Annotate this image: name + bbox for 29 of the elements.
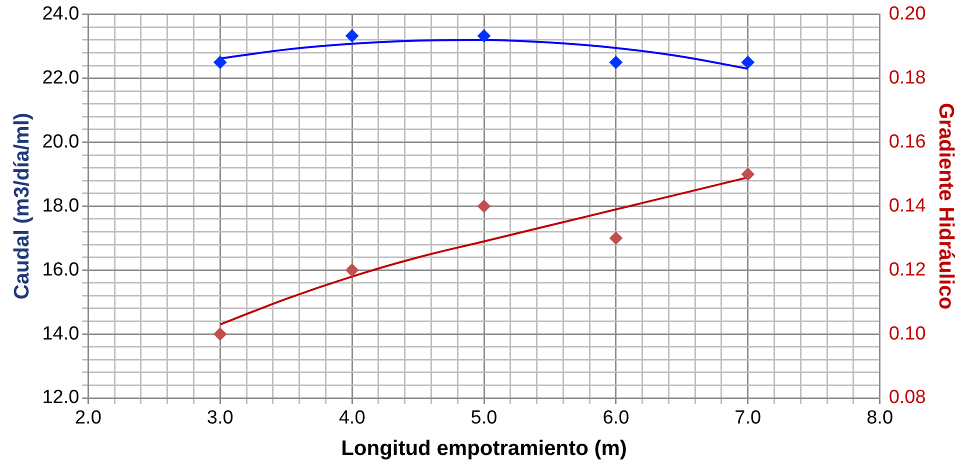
y-tick-label: 16.0 [42, 259, 80, 280]
y2-tick-label: 0.20 [888, 4, 926, 25]
x-tick-label: 2.0 [74, 408, 102, 429]
y2-tick-label: 0.12 [888, 259, 926, 280]
point [609, 232, 622, 245]
y2-tick-label: 0.18 [888, 68, 926, 89]
y-tick-label: 22.0 [42, 68, 80, 89]
point [346, 264, 359, 277]
y2-axis-title: Gradiente Hidráulico [934, 102, 958, 310]
y-tick-label: 18.0 [42, 195, 80, 216]
point [214, 328, 227, 341]
x-tick-label: 4.0 [338, 408, 366, 429]
y-axis-title: Caudal (m3/día/ml) [10, 112, 34, 300]
x-axis-title: Longitud empotramiento (m) [341, 437, 627, 460]
y-tick-label: 24.0 [42, 4, 80, 25]
point [478, 200, 490, 213]
y2-tick-label: 0.16 [888, 132, 926, 152]
x-tick-label: 5.0 [470, 408, 498, 429]
x-tick-label: 6.0 [602, 408, 630, 429]
y-tick-label: 12.0 [42, 387, 80, 408]
x-tick-label: 8.0 [866, 408, 894, 429]
point [741, 168, 754, 181]
y-tick-label: 20.0 [42, 132, 80, 152]
y2-tick-label: 0.14 [888, 195, 926, 216]
y-tick-label: 14.0 [42, 323, 80, 344]
x-tick-label: 7.0 [734, 408, 762, 429]
y2-tick-label: 0.08 [888, 387, 926, 408]
y2-tick-label: 0.10 [888, 323, 926, 344]
x-tick-label: 3.0 [206, 408, 234, 429]
